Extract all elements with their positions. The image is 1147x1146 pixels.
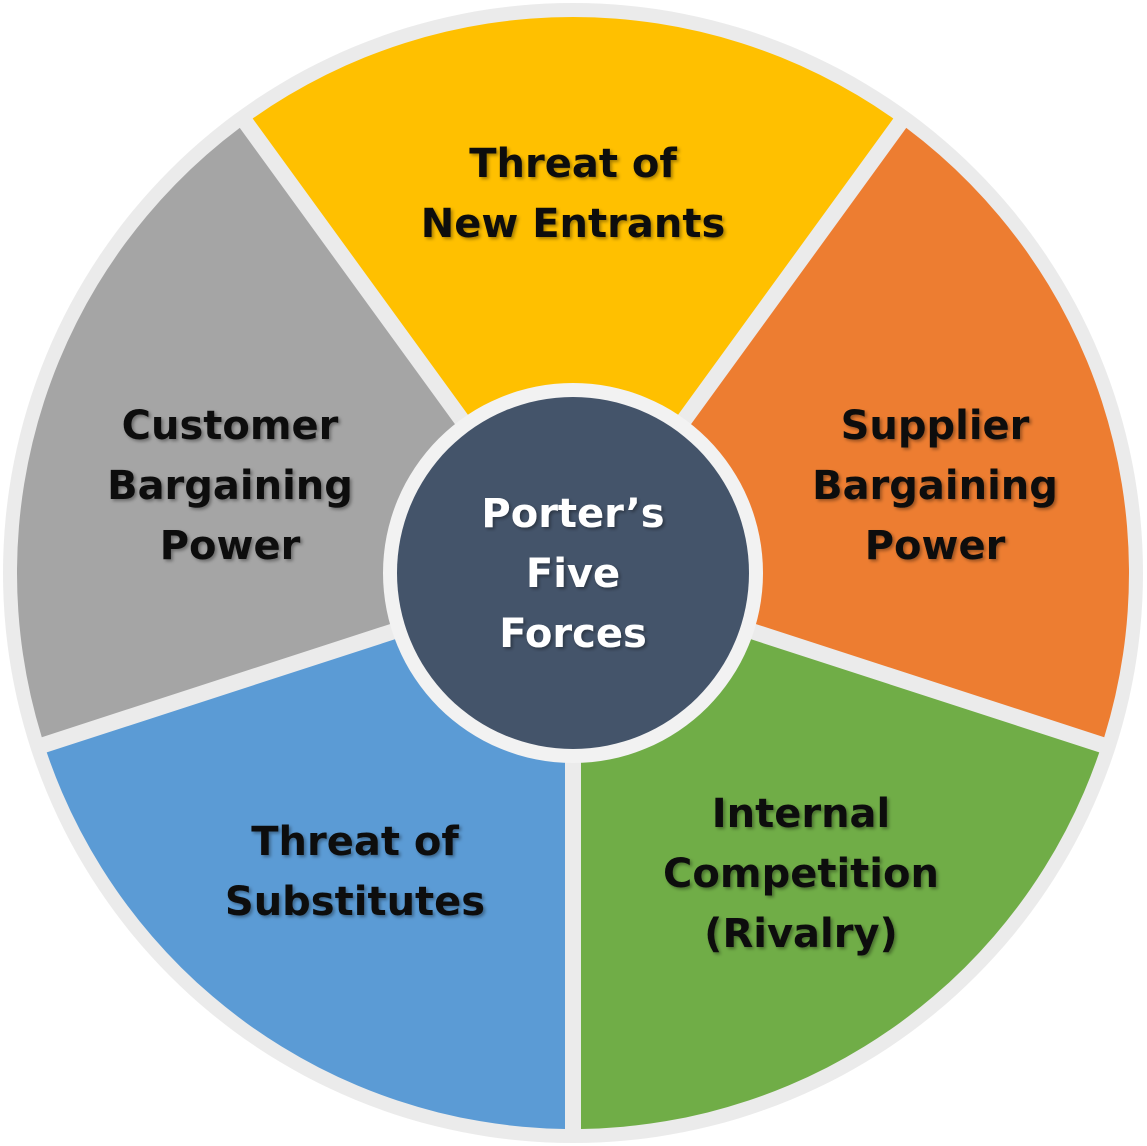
label-customer-power: Customer Bargaining Power bbox=[107, 403, 353, 569]
segment-customer-power bbox=[16, 127, 458, 738]
center-label-line-1: Porter’s bbox=[481, 491, 664, 537]
segment-internal-competition bbox=[580, 638, 1100, 1129]
label-supplier-power-line-2: Bargaining bbox=[812, 463, 1058, 509]
segment-substitutes bbox=[46, 638, 566, 1129]
label-new-entrants-line-2: New Entrants bbox=[421, 201, 726, 247]
label-new-entrants: Threat of New Entrants bbox=[421, 141, 726, 247]
label-customer-power-line-2: Bargaining bbox=[107, 463, 353, 509]
label-substitutes: Threat of Substitutes bbox=[225, 819, 485, 925]
label-new-entrants-line-1: Threat of bbox=[469, 141, 677, 187]
segment-labels: Threat of New Entrants Supplier Bargaining P… bbox=[107, 141, 1058, 957]
center-hub bbox=[397, 397, 749, 749]
label-supplier-power: Supplier Bargaining Power bbox=[812, 403, 1058, 569]
label-internal-competition: Internal Competition (Rivalry) bbox=[663, 791, 939, 957]
center-label-line-2: Five bbox=[526, 551, 620, 597]
label-customer-power-line-3: Power bbox=[160, 523, 301, 569]
label-substitutes-line-2: Substitutes bbox=[225, 879, 485, 925]
segment-supplier-power bbox=[688, 127, 1129, 738]
label-internal-competition-line-3: (Rivalry) bbox=[704, 911, 898, 957]
label-supplier-power-line-3: Power bbox=[865, 523, 1006, 569]
label-customer-power-line-1: Customer bbox=[122, 403, 339, 449]
label-supplier-power-line-1: Supplier bbox=[841, 403, 1030, 449]
label-internal-competition-line-1: Internal bbox=[712, 791, 891, 837]
center-label-line-3: Forces bbox=[499, 611, 647, 657]
label-internal-competition-line-2: Competition bbox=[663, 851, 939, 897]
center-label: Porter’s Five Forces bbox=[481, 491, 664, 657]
segments-group bbox=[16, 16, 1129, 1129]
segment-new-entrants bbox=[252, 16, 894, 418]
label-substitutes-line-1: Threat of bbox=[251, 819, 459, 865]
